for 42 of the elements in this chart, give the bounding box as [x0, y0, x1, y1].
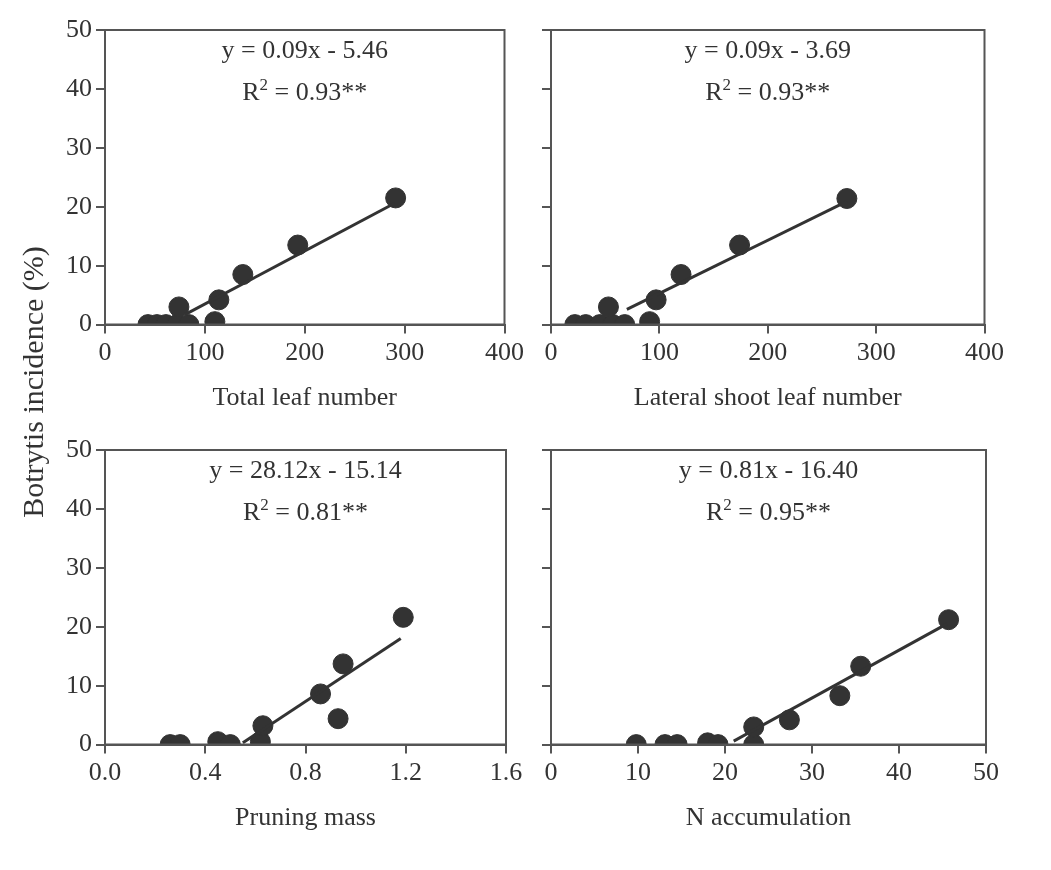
annotation: y = 28.12x - 15.14 — [209, 455, 402, 484]
y-tick-label: 30 — [66, 131, 92, 161]
x-tick-label: 1.2 — [389, 757, 422, 787]
x-tick-label: 400 — [965, 337, 1004, 367]
annotation: y = 0.09x - 5.46 — [221, 35, 388, 64]
y-tick-label: 40 — [66, 72, 92, 102]
x-tick-label: 300 — [385, 337, 425, 367]
x-tick-label: 200 — [285, 337, 325, 367]
y-tick-label: 50 — [66, 433, 92, 463]
y-tick-label: 0 — [79, 308, 92, 338]
x-tick-label: 50 — [973, 757, 999, 787]
y-tick-label: 0 — [79, 728, 92, 758]
x-axis-title: Lateral shoot leaf number — [633, 382, 902, 412]
x-tick-label: 0.8 — [289, 757, 322, 787]
y-tick-label: 20 — [66, 190, 92, 220]
x-tick-label: 200 — [748, 337, 788, 367]
annotation: y = 0.81x - 16.40 — [678, 455, 859, 484]
x-tick-label: 0.0 — [88, 757, 122, 787]
y-tick-label: 20 — [66, 610, 92, 640]
x-axis-title: N accumulation — [685, 802, 852, 832]
y-tick-label: 50 — [66, 13, 92, 43]
x-tick-label: 10 — [625, 757, 651, 787]
y-axis-title: Botrytis incidence (%) — [16, 245, 50, 518]
x-tick-label: 0 — [98, 337, 112, 367]
x-tick-label: 100 — [185, 337, 225, 367]
x-tick-label: 0 — [544, 337, 558, 367]
x-tick-label: 300 — [856, 337, 896, 367]
x-tick-label: 20 — [712, 757, 738, 787]
y-tick-label: 10 — [66, 669, 92, 699]
x-axis-title: Total leaf number — [212, 382, 398, 412]
y-tick-label: 10 — [66, 249, 92, 279]
x-tick-label: 40 — [886, 757, 912, 787]
x-tick-label: 1.6 — [489, 757, 523, 787]
x-tick-label: 0 — [544, 757, 558, 787]
y-tick-label: 30 — [66, 551, 92, 581]
x-tick-label: 30 — [799, 757, 825, 787]
y-tick-label: 40 — [66, 492, 92, 522]
x-tick-label: 100 — [639, 337, 679, 367]
annotation: y = 0.09x - 3.69 — [684, 35, 851, 64]
x-tick-label: 400 — [485, 337, 524, 367]
x-axis-title: Pruning mass — [235, 802, 376, 832]
x-tick-label: 0.4 — [189, 757, 222, 787]
